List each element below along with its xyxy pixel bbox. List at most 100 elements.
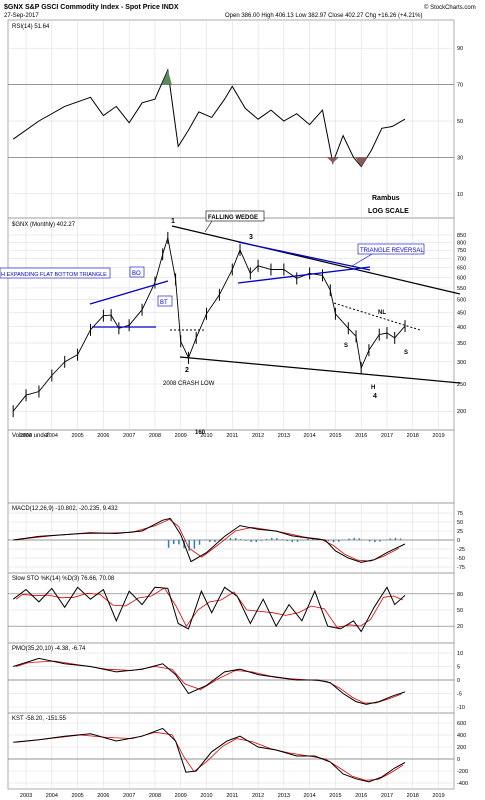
y-tick-kst-200: 200 (457, 745, 466, 751)
y-tick-price-300: 300 (457, 360, 466, 366)
x-tick-label-bottom-2011: 2011 (226, 793, 238, 799)
x-tick-label-bottom-2007: 2007 (123, 793, 135, 799)
macd-histogram-bar (270, 537, 273, 540)
y-tick-macd--75: -75 (457, 565, 465, 571)
y-tick-pmo--5: -5 (457, 692, 462, 698)
expanding-triangle-box (0, 267, 111, 279)
y-tick-price-550: 550 (457, 286, 466, 292)
y-tick-pmo--10: -10 (457, 705, 465, 711)
macd-histogram-bar (281, 539, 283, 540)
x-tick-label-2010: 2010 (200, 433, 212, 439)
x-tick-label-bottom-2006: 2006 (97, 793, 109, 799)
y-tick-kst--200: -200 (457, 769, 468, 775)
wave-label-3: 3 (249, 234, 253, 241)
wave-label-2: 2 (185, 367, 189, 374)
macd-line (13, 517, 406, 563)
pmo-line (13, 657, 406, 705)
y-tick-price-500: 500 (457, 298, 466, 304)
macd-histogram-bar (245, 540, 247, 541)
macd-histogram-bar (172, 540, 175, 545)
macd-histogram-bar (394, 537, 397, 540)
wave-label-4: 4 (373, 393, 377, 400)
kst-signal-line (16, 731, 404, 781)
quote-line: Open 386.00 High 406.13 Low 382.97 Close… (225, 13, 422, 19)
price-legend: $GNX (Monthly) 402.27 (12, 222, 76, 228)
macd-histogram-bar (327, 540, 330, 542)
y-tick-rsi-30: 30 (457, 155, 463, 161)
rsi-overbought-fill (161, 70, 172, 85)
y-tick-slow-sto-80: 80 (457, 592, 463, 598)
y-tick-pmo-5: 5 (457, 665, 460, 671)
x-tick-label-2013: 2013 (278, 433, 290, 439)
x-tick-label-2008: 2008 (149, 433, 161, 439)
x-tick-label-bottom-2019: 2019 (432, 793, 444, 799)
macd-histogram-bar (209, 540, 211, 542)
triangle-reversal-arrow (351, 253, 373, 267)
volume-legend: Volume undef (12, 433, 49, 439)
slow-sto-line (12, 586, 406, 633)
macd-histogram-bar (214, 540, 216, 543)
y-tick-price-250: 250 (457, 382, 466, 388)
right-shoulder-label: S (404, 350, 408, 356)
plot-layer (12, 68, 406, 783)
y-tick-price-600: 600 (457, 275, 466, 281)
wedge-lower-line (179, 356, 461, 384)
macd-histogram-bar (291, 540, 294, 543)
left-shoulder-label: S (344, 343, 348, 349)
gridlines (8, 20, 454, 789)
bo-box (129, 266, 145, 278)
macd-histogram-bar (178, 540, 180, 545)
x-tick-label-bottom-2016: 2016 (355, 793, 367, 799)
pmo-legend: PMO(35,20,10) -4.38, -6.74 (12, 646, 86, 652)
macd-histogram-bar (193, 540, 196, 549)
y-tick-slow-sto-20: 20 (457, 624, 463, 630)
y-tick-kst-400: 400 (457, 733, 466, 739)
sto-legend: Slow STO %K(14) %D(3) 76.66, 70.08 (12, 576, 115, 582)
x-tick-label-2017: 2017 (381, 433, 393, 439)
chart-title: $GNX S&P GSCI Commodity Index - Spot Pri… (4, 4, 179, 11)
macd-histogram-bar (307, 538, 309, 540)
y-tick-pmo-0: 0 (457, 678, 460, 684)
macd-histogram-bar (301, 540, 304, 541)
rsi-legend: RSI(14) 51.64 (12, 24, 50, 30)
y-tick-price-850: 850 (457, 233, 466, 239)
y-tick-price-200: 200 (457, 409, 466, 415)
y-tick-kst-0: 0 (457, 757, 460, 763)
price-line (12, 237, 406, 412)
x-tick-label-bottom-2010: 2010 (200, 793, 212, 799)
macd-histogram-bar (332, 540, 335, 543)
y-tick-price-650: 650 (457, 266, 466, 272)
macd-histogram-bar (379, 540, 381, 542)
trendlines (89, 225, 461, 384)
y-tick-price-450: 450 (457, 310, 466, 316)
macd-histogram-bar (260, 540, 263, 541)
macd-histogram-bar (337, 540, 340, 542)
crash-low-label: 2008 CRASH LOW (163, 381, 215, 387)
macd-histogram-bar (229, 538, 232, 540)
triangle-reversal-label: TRIANGLE REVERSAL (360, 248, 424, 254)
macd-histogram-bar (389, 538, 392, 540)
x-tick-label-bottom-2014: 2014 (304, 793, 316, 799)
y-tick-macd-50: 50 (457, 520, 463, 526)
x-tick-label-2014: 2014 (304, 433, 316, 439)
y-tick-macd-75: 75 (457, 511, 463, 517)
x-tick-label-2016: 2016 (355, 433, 367, 439)
wedge-upper-line (171, 225, 461, 295)
x-tick-label-2009: 2009 (175, 433, 187, 439)
macd-histogram-bar (234, 537, 237, 540)
chart-date: 27-Sep-2017 (4, 13, 39, 19)
macd-histogram-bar (188, 540, 190, 551)
x-tick-label-bottom-2009: 2009 (175, 793, 187, 799)
expanding-triangle-label: H EXPANDING FLAT BOTTOM TRIANGLE (1, 272, 107, 278)
nl-label: NL (378, 310, 386, 316)
macd-histogram-bar (265, 539, 268, 540)
x-tick-label-2019: 2019 (432, 433, 444, 439)
x-tick-label-bottom-2005: 2005 (71, 793, 83, 799)
x-tick-label-2015: 2015 (329, 433, 341, 439)
kst-line (13, 727, 406, 783)
macd-histogram-bar (358, 538, 361, 540)
macd-histogram-bar (167, 540, 170, 548)
y-tick-macd--50: -50 (457, 556, 465, 562)
macd-histogram-bar (198, 540, 201, 545)
